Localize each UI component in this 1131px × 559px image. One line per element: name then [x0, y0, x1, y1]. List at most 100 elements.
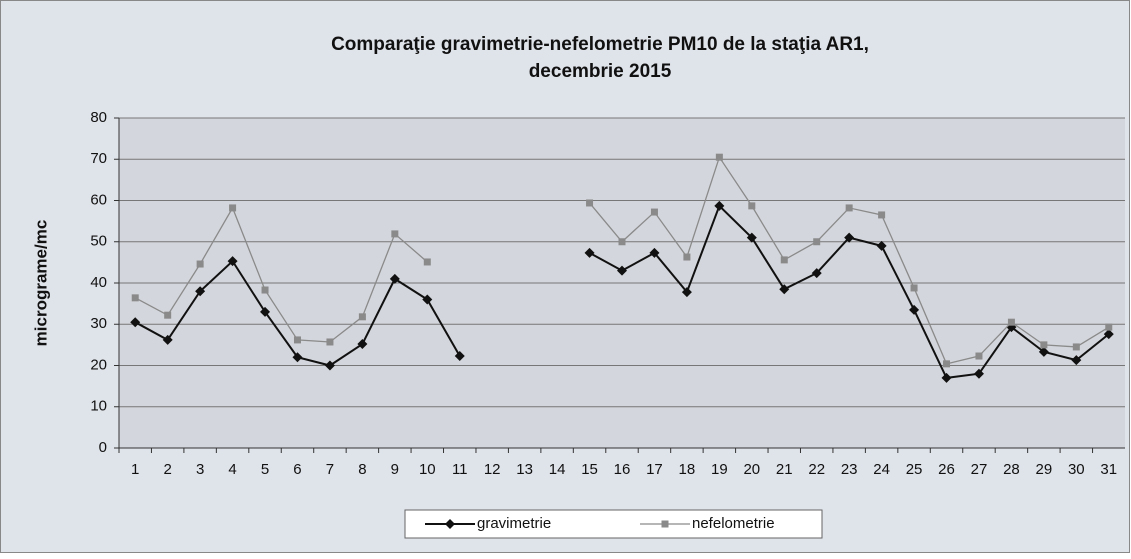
y-tick-label: 30 [90, 315, 107, 332]
data-point [1007, 318, 1015, 326]
x-tick-label: 2 [164, 461, 172, 478]
data-point [260, 306, 271, 317]
data-point [714, 200, 725, 211]
data-point [813, 238, 821, 246]
data-point [326, 338, 334, 346]
x-tick-label: 17 [646, 461, 663, 478]
data-point [586, 199, 594, 207]
data-point [130, 317, 141, 328]
x-tick-label: 16 [614, 461, 631, 478]
data-point [975, 352, 983, 360]
data-point [617, 265, 627, 276]
x-tick-label: 20 [743, 461, 760, 478]
y-tick-label: 0 [99, 439, 107, 456]
data-point [227, 256, 238, 267]
x-tick-label: 9 [391, 461, 399, 478]
x-tick-label: 5 [261, 461, 269, 478]
data-point [943, 360, 951, 368]
data-point [1105, 323, 1113, 331]
x-tick-label: 30 [1068, 461, 1085, 478]
data-point [973, 368, 984, 379]
data-point [422, 294, 433, 305]
y-tick-label: 40 [90, 274, 107, 291]
data-point [293, 336, 301, 344]
data-point [229, 204, 237, 212]
x-tick-label: 8 [358, 461, 366, 478]
data-point [261, 286, 269, 294]
x-tick-label: 29 [1036, 461, 1053, 478]
legend-label: nefelometrie [692, 515, 775, 532]
data-point [910, 284, 918, 292]
x-tick-label: 21 [776, 461, 793, 478]
x-tick-label: 6 [293, 461, 301, 478]
data-point [423, 258, 431, 266]
y-tick-label: 70 [90, 150, 107, 167]
data-point [162, 334, 173, 345]
x-tick-label: 11 [452, 461, 468, 478]
data-point [391, 230, 399, 238]
data-point [358, 313, 366, 321]
data-point [196, 260, 204, 268]
data-point [878, 211, 886, 219]
data-point [1072, 343, 1080, 351]
x-tick-label: 1 [131, 461, 139, 478]
y-tick-label: 80 [90, 109, 107, 126]
data-point [131, 294, 139, 302]
data-point [1038, 346, 1049, 357]
legend-marker [661, 520, 669, 528]
data-point [164, 311, 172, 319]
data-point [780, 256, 788, 264]
y-tick-label: 50 [90, 233, 107, 250]
x-tick-label: 27 [971, 461, 988, 478]
x-tick-label: 7 [326, 461, 334, 478]
chart-title: decembrie 2015 [529, 61, 672, 82]
chart-title: Comparaţie gravimetrie-nefelometrie PM10… [331, 34, 869, 55]
data-point [454, 351, 465, 362]
y-tick-label: 20 [90, 356, 107, 373]
data-point [649, 247, 660, 258]
x-tick-label: 19 [711, 461, 728, 478]
y-tick-label: 10 [90, 398, 107, 415]
data-point [389, 273, 400, 284]
x-tick-label: 18 [679, 461, 696, 478]
data-point [195, 286, 206, 297]
data-point [748, 202, 756, 210]
x-tick-label: 15 [581, 461, 598, 478]
x-tick-label: 3 [196, 461, 204, 478]
x-tick-label: 12 [484, 461, 501, 478]
x-tick-label: 22 [808, 461, 825, 478]
legend-label: gravimetrie [477, 515, 551, 532]
data-point [584, 247, 595, 258]
x-tick-label: 25 [906, 461, 923, 478]
data-point [845, 204, 853, 212]
data-point [844, 232, 855, 243]
data-point [1103, 329, 1114, 340]
data-point [811, 268, 822, 279]
x-tick-label: 13 [516, 461, 533, 478]
data-point [683, 253, 691, 261]
data-point [618, 238, 626, 246]
x-tick-label: 31 [1100, 461, 1117, 478]
data-point [681, 287, 692, 298]
x-tick-label: 28 [1003, 461, 1020, 478]
x-tick-label: 4 [228, 461, 236, 478]
data-point [746, 232, 757, 243]
data-point [909, 304, 920, 315]
x-tick-label: 23 [841, 461, 858, 478]
y-axis-label: micrograme/mc [31, 220, 50, 347]
data-point [779, 284, 790, 295]
y-tick-label: 60 [90, 191, 107, 208]
data-point [1040, 341, 1048, 349]
data-point [357, 339, 368, 350]
data-point [941, 372, 952, 383]
data-point [876, 240, 887, 251]
x-tick-label: 14 [549, 461, 566, 478]
data-point [650, 208, 658, 216]
data-point [324, 360, 335, 371]
data-point [715, 153, 723, 161]
data-point [1071, 355, 1082, 366]
x-tick-label: 24 [873, 461, 890, 478]
legend-marker [445, 519, 455, 529]
x-tick-label: 10 [419, 461, 436, 478]
